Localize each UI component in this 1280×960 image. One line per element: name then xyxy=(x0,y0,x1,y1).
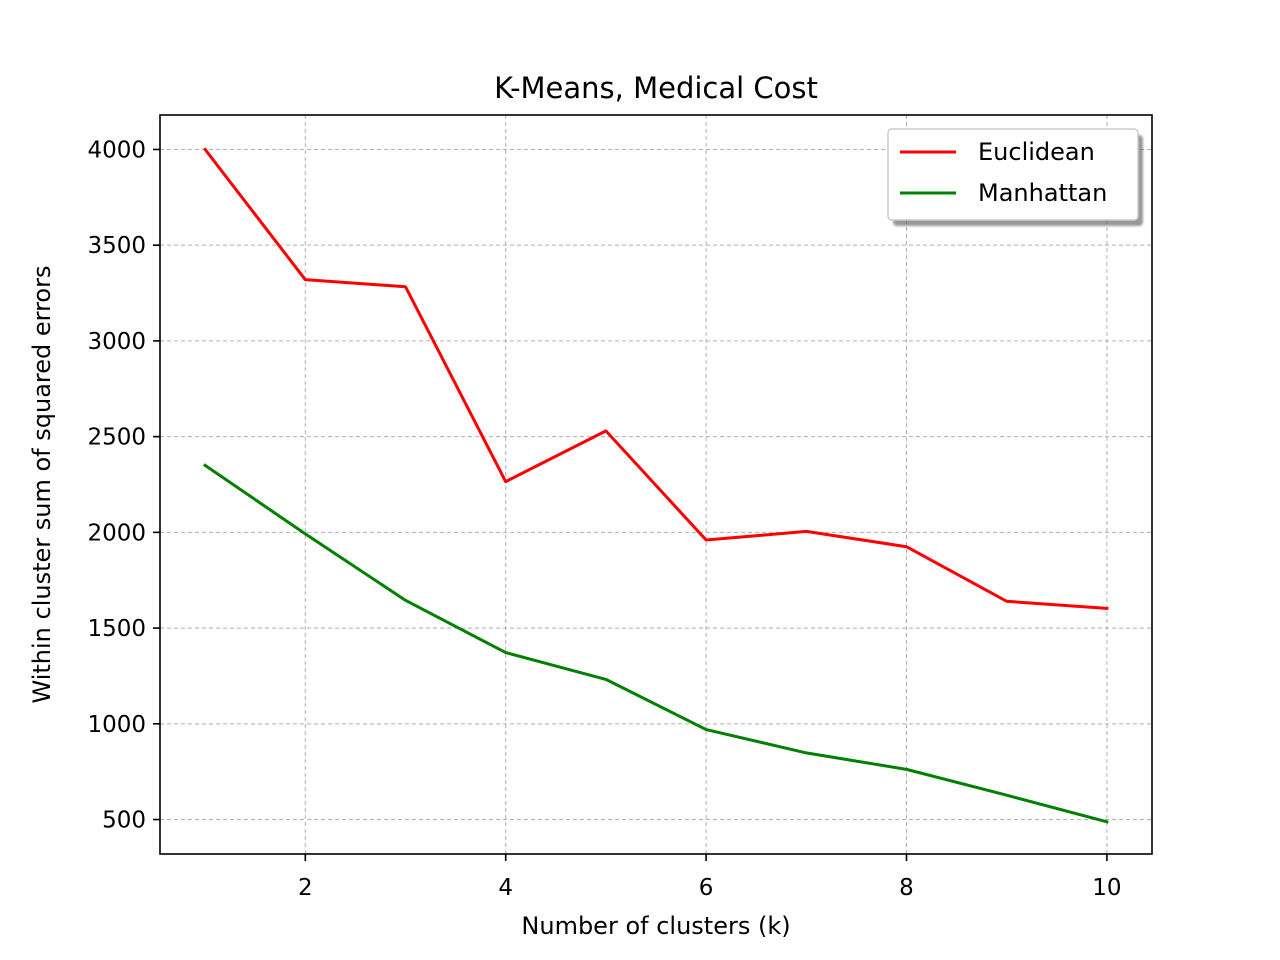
x-tick-label: 8 xyxy=(899,875,914,901)
axis-ticks: 2 4 6 8 10 500 1000 1500 2000 2500 3000 3500 4000 xyxy=(87,137,1121,901)
y-tick-label: 1500 xyxy=(87,616,146,642)
y-tick-label: 2500 xyxy=(87,425,146,451)
legend-label-euclidean: Euclidean xyxy=(978,138,1095,166)
y-tick-label: 3500 xyxy=(87,233,146,259)
legend-items: Euclidean Manhattan xyxy=(900,138,1107,207)
series-lines xyxy=(202,147,1109,824)
x-tick-label: 6 xyxy=(699,875,714,901)
series-line-euclidean xyxy=(202,147,1109,610)
y-tick-label: 500 xyxy=(102,808,146,834)
x-tick-label: 2 xyxy=(298,875,313,901)
x-tick-label: 10 xyxy=(1092,875,1121,901)
x-tick-label: 4 xyxy=(498,875,513,901)
plot-frame xyxy=(159,114,1153,855)
legend-label-manhattan: Manhattan xyxy=(978,179,1107,207)
y-axis-title: Within cluster sum of squared errors xyxy=(28,266,56,704)
y-tick-label: 1000 xyxy=(87,712,146,738)
y-tick-label: 4000 xyxy=(87,137,146,163)
y-tick-label: 3000 xyxy=(87,329,146,355)
series-line-manhattan xyxy=(203,463,1109,824)
y-tick-label: 2000 xyxy=(87,520,146,546)
legend: Euclidean Manhattan xyxy=(887,128,1143,226)
chart-title: K-Means, Medical Cost xyxy=(494,71,818,105)
x-axis-title: Number of clusters (k) xyxy=(521,912,790,940)
